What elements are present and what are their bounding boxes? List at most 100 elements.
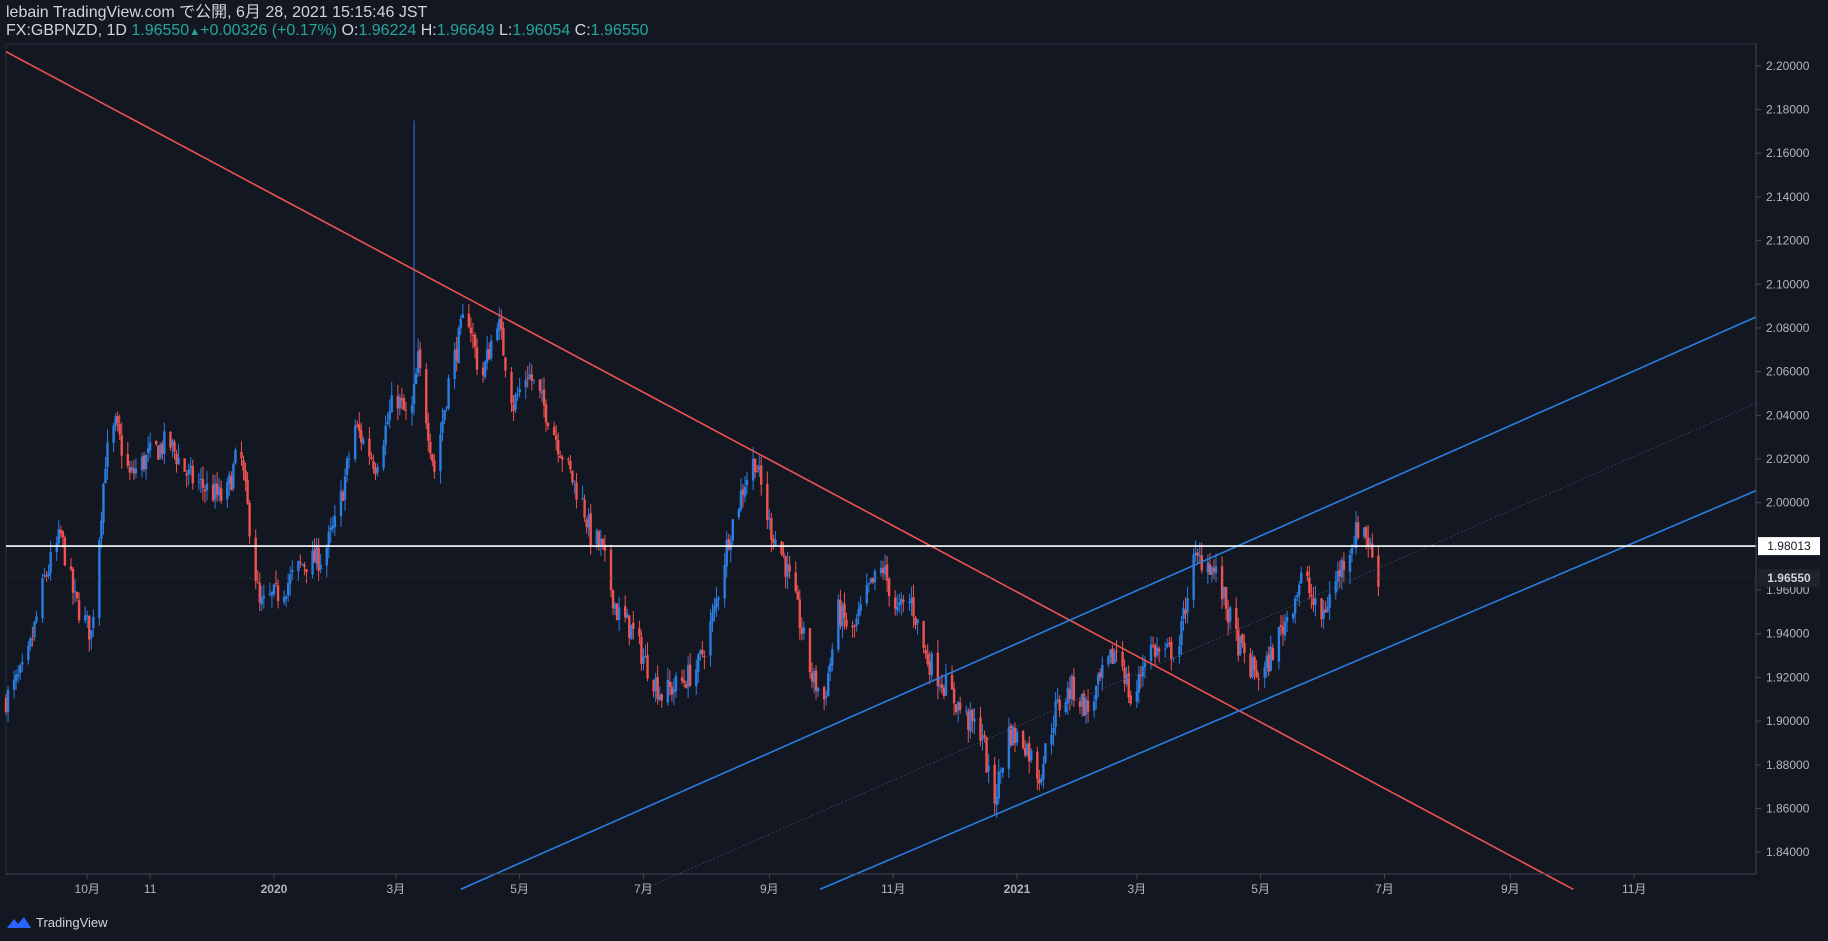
candle-down [609, 549, 613, 590]
candle-down [1308, 577, 1311, 594]
candle-up [286, 583, 290, 596]
candle-up [1137, 673, 1141, 693]
candle-down [75, 591, 79, 599]
candle-up [855, 618, 858, 626]
candle-up [270, 592, 274, 596]
candle-down [1324, 609, 1327, 613]
candle-down [632, 622, 635, 629]
candle-down [615, 603, 619, 621]
candle-up [1369, 542, 1372, 545]
candle-up [177, 457, 180, 465]
candle-down [254, 537, 257, 581]
candle-up [102, 484, 105, 523]
y-tick-label: 2.16000 [1766, 146, 1810, 160]
x-tick-label: 10月 [75, 882, 100, 896]
candle-up [49, 552, 52, 573]
candle-down [755, 471, 759, 473]
candle-up [1328, 594, 1331, 608]
candle-up [388, 411, 391, 421]
candle-down [1127, 673, 1130, 698]
candle-up [163, 431, 166, 455]
candle-down [1023, 747, 1027, 756]
candle-up [965, 710, 968, 712]
candle-up [910, 598, 913, 604]
candle-up [21, 661, 24, 665]
y-tick-label: 1.94000 [1766, 627, 1810, 641]
candle-up [315, 546, 318, 564]
candle-down [203, 489, 207, 492]
candle-up [1322, 609, 1325, 619]
candle-up [226, 482, 229, 500]
candle-up [518, 389, 521, 393]
candle-down [169, 431, 172, 448]
brand-label: TradingView [36, 914, 108, 930]
candle-up [343, 476, 347, 500]
candle-down [77, 600, 81, 621]
candle-up [802, 627, 806, 634]
candle-down [1184, 610, 1187, 615]
candle-up [144, 454, 148, 470]
x-tick-label: 3月 [1127, 882, 1146, 896]
candle-up [159, 444, 162, 458]
candle-down [822, 687, 826, 700]
candle-down [557, 440, 560, 455]
candle-down [1356, 522, 1360, 538]
candle-up [827, 673, 830, 697]
candle-down [1058, 699, 1061, 711]
candle-down [1157, 648, 1161, 652]
candle-down [952, 688, 956, 704]
candle-down [601, 538, 605, 546]
close-value: 1.96550 [590, 22, 649, 39]
candle-up [1251, 657, 1254, 678]
y-tick-label: 2.08000 [1766, 321, 1810, 335]
symbol-label: FX:GBPNZD, 1D [6, 22, 127, 39]
candle-up [751, 458, 755, 481]
candle-down [770, 518, 773, 540]
y-tick-label: 2.04000 [1766, 408, 1810, 422]
y-tick-label: 2.00000 [1766, 496, 1810, 510]
candle-up [86, 615, 89, 617]
candle-up [1166, 643, 1169, 647]
candle-down [542, 389, 546, 406]
candle-up [528, 374, 531, 378]
candle-down [191, 466, 194, 484]
candle-up [938, 685, 942, 687]
candle-up [713, 605, 716, 613]
candle-down [800, 628, 804, 634]
candle-down [469, 327, 473, 334]
candle-down [546, 422, 550, 427]
candle-down [1212, 568, 1216, 572]
candle-up [829, 663, 832, 672]
candle-down [1013, 727, 1017, 744]
low-label: L: [499, 22, 513, 39]
candle-up [695, 669, 698, 687]
candle-up [297, 561, 300, 572]
candle-up [587, 514, 590, 529]
candle-up [327, 531, 330, 547]
candle-down [611, 589, 615, 609]
candle-up [969, 710, 972, 732]
candle-down [993, 764, 996, 804]
candle-down [983, 734, 986, 738]
candle-down [317, 547, 320, 571]
candle-down [1115, 650, 1118, 652]
candle-down [467, 313, 471, 328]
candle-up [19, 665, 22, 674]
candle-down [142, 455, 146, 469]
candle-up [1228, 607, 1232, 622]
x-tick-label: 7月 [1375, 882, 1394, 896]
candle-up [532, 379, 536, 381]
candle-up [282, 596, 286, 602]
y-tick-label: 2.02000 [1766, 452, 1810, 466]
candle-up [268, 593, 272, 595]
footer[interactable]: TradingView [6, 912, 108, 932]
candle-down [885, 564, 889, 581]
candle-up [723, 564, 726, 599]
candle-down [1153, 645, 1157, 657]
candle-up [908, 602, 911, 604]
candle-down [843, 603, 846, 619]
candle-down [368, 438, 371, 457]
candle-down [126, 454, 130, 466]
candle-up [447, 378, 450, 409]
